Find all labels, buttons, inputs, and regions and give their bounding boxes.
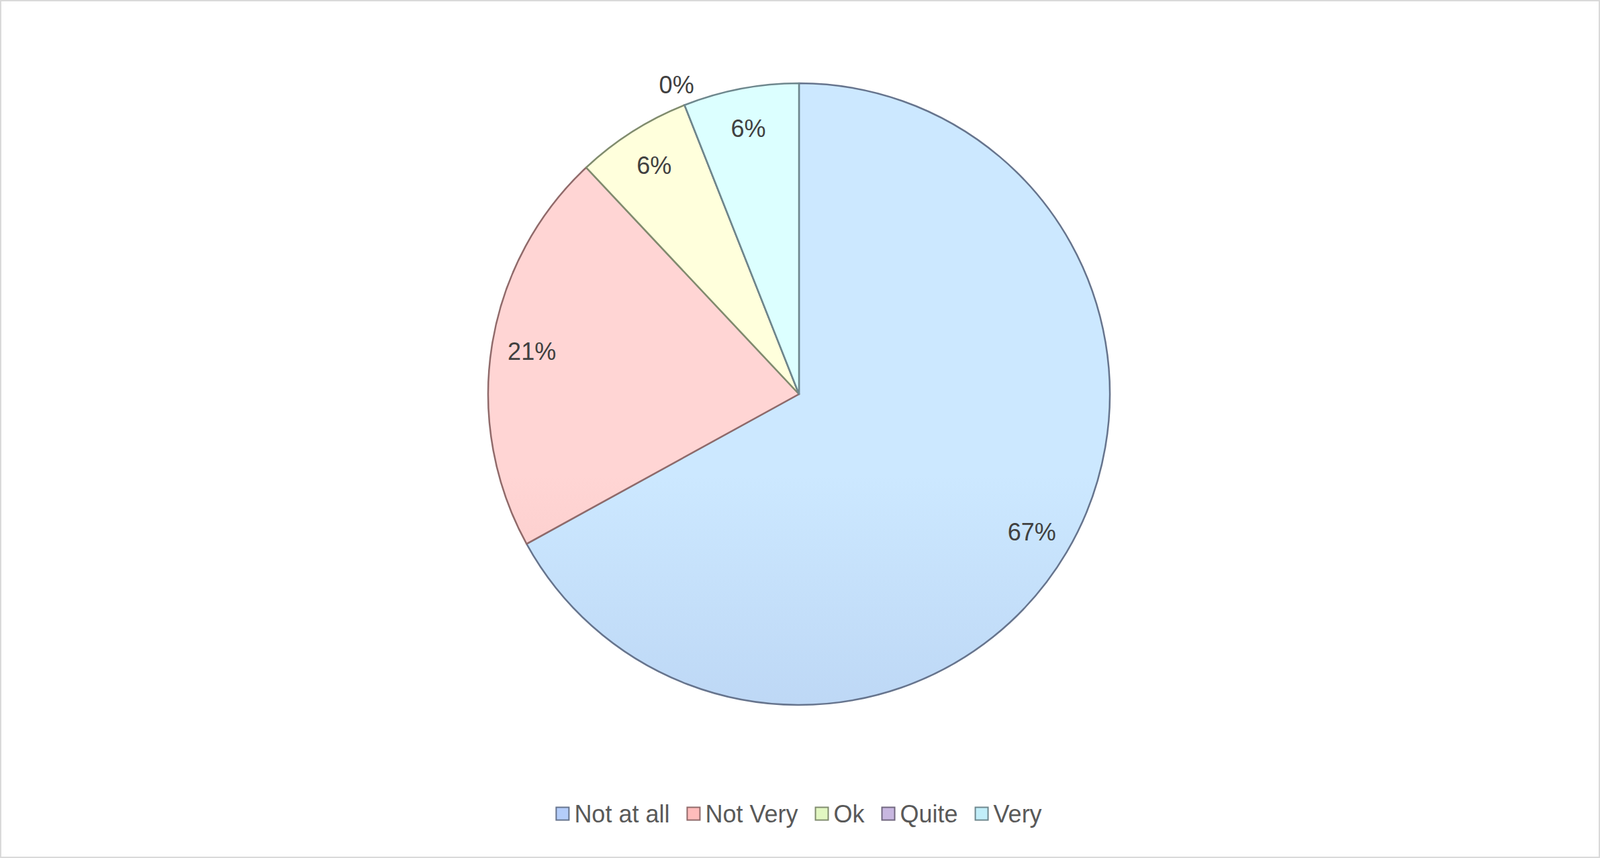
legend-item: Very [975,800,1043,828]
legend-item: Quite [882,800,959,828]
legend-label: Not at all [574,800,670,828]
data-label: 0% [659,71,695,99]
data-labels: 67% 21% 6% 0% 6% [507,71,1057,546]
legend-label: Ok [833,800,866,828]
legend-swatch [882,807,896,821]
chart: 67% 21% 6% 0% 6% Not at all Not Very Ok Quite Ver… [0,0,1600,858]
legend-swatch [686,807,700,821]
legend-item: Not at all [555,800,670,828]
legend-swatch [555,807,569,821]
legend-item: Ok [815,800,866,828]
legend-label: Quite [900,800,959,828]
data-label: 21% [507,337,556,366]
legend: Not at all Not Very Ok Quite Very [555,800,1042,828]
frame [0,0,1600,858]
pie [488,83,1110,705]
slice [684,83,799,395]
legend-swatch [975,807,989,821]
legend-swatch [815,807,829,821]
data-label: 6% [731,114,767,143]
data-label: 67% [1007,518,1057,546]
data-label: 6% [636,151,672,180]
legend-item: Not Very [686,800,798,828]
legend-label: Very [993,800,1043,828]
legend-label: Not Very [704,800,798,828]
